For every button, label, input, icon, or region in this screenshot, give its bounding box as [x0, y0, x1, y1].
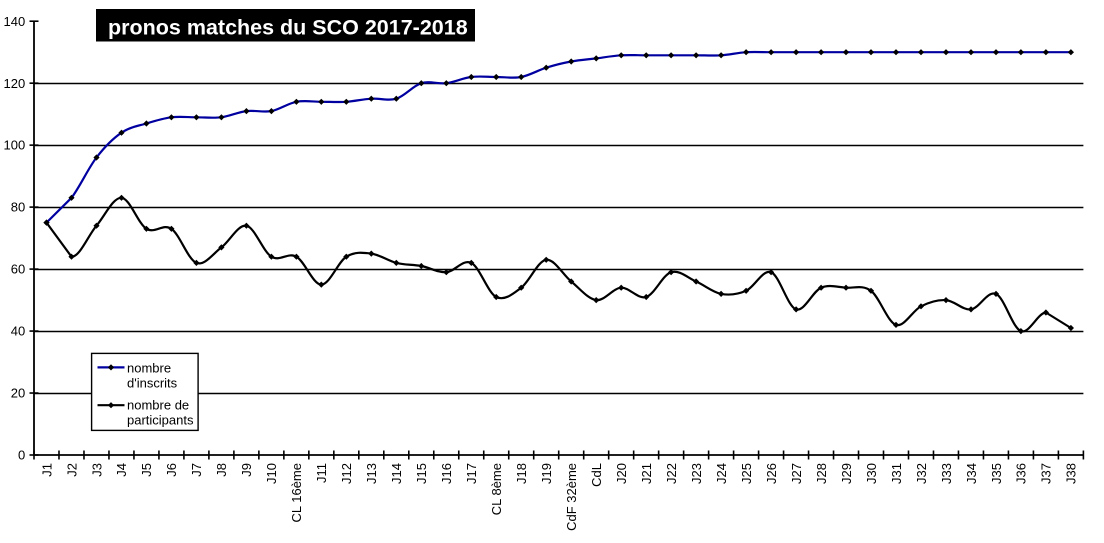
svg-text:J13: J13 [364, 463, 379, 484]
svg-text:J33: J33 [939, 463, 954, 484]
svg-text:J35: J35 [989, 463, 1004, 484]
svg-text:J3: J3 [89, 463, 104, 477]
svg-text:J22: J22 [664, 463, 679, 484]
svg-text:d'inscrits: d'inscrits [127, 375, 178, 390]
svg-text:participants: participants [127, 413, 194, 428]
svg-text:CdL: CdL [589, 463, 604, 487]
svg-text:J11: J11 [314, 463, 329, 483]
svg-text:J19: J19 [539, 463, 554, 484]
svg-text:0: 0 [18, 448, 25, 463]
svg-text:J31: J31 [889, 463, 904, 484]
svg-text:J5: J5 [139, 463, 154, 477]
svg-text:J9: J9 [239, 463, 254, 477]
svg-text:pronos matches du SCO 2017-201: pronos matches du SCO 2017-2018 [108, 16, 468, 40]
svg-text:J10: J10 [264, 463, 279, 484]
svg-text:80: 80 [11, 200, 25, 215]
svg-text:J34: J34 [964, 463, 979, 484]
svg-text:J16: J16 [439, 463, 454, 484]
svg-text:J6: J6 [164, 463, 179, 477]
svg-text:nombre de: nombre de [127, 398, 189, 413]
svg-text:40: 40 [11, 324, 25, 339]
svg-text:CL 16ème: CL 16ème [289, 463, 304, 523]
svg-text:J32: J32 [914, 463, 929, 484]
svg-text:120: 120 [3, 76, 25, 91]
svg-text:J26: J26 [764, 463, 779, 484]
svg-text:J14: J14 [389, 463, 404, 484]
svg-text:J4: J4 [114, 463, 129, 477]
svg-text:J2: J2 [64, 463, 79, 477]
svg-text:140: 140 [3, 14, 25, 29]
svg-text:J18: J18 [514, 463, 529, 484]
svg-text:CdF 32ème: CdF 32ème [564, 463, 579, 531]
svg-text:J24: J24 [714, 463, 729, 484]
svg-text:J27: J27 [789, 463, 804, 484]
svg-text:J37: J37 [1039, 463, 1054, 484]
svg-text:J30: J30 [864, 463, 879, 484]
svg-text:CL 8ème: CL 8ème [489, 463, 504, 515]
svg-text:J15: J15 [414, 463, 429, 484]
svg-text:60: 60 [11, 262, 25, 277]
svg-text:J28: J28 [814, 463, 829, 484]
svg-text:J29: J29 [839, 463, 854, 484]
svg-text:J1: J1 [39, 463, 54, 477]
svg-text:J8: J8 [214, 463, 229, 477]
svg-text:J7: J7 [189, 463, 204, 477]
svg-text:20: 20 [11, 386, 25, 401]
svg-text:J25: J25 [739, 463, 754, 484]
svg-text:nombre: nombre [127, 360, 171, 375]
svg-text:J20: J20 [614, 463, 629, 484]
svg-text:J21: J21 [639, 463, 654, 484]
svg-text:J36: J36 [1014, 463, 1029, 484]
svg-text:100: 100 [3, 138, 25, 153]
svg-text:J38: J38 [1064, 463, 1079, 484]
svg-text:J12: J12 [339, 463, 354, 484]
svg-text:J23: J23 [689, 463, 704, 484]
svg-text:J17: J17 [464, 463, 479, 484]
